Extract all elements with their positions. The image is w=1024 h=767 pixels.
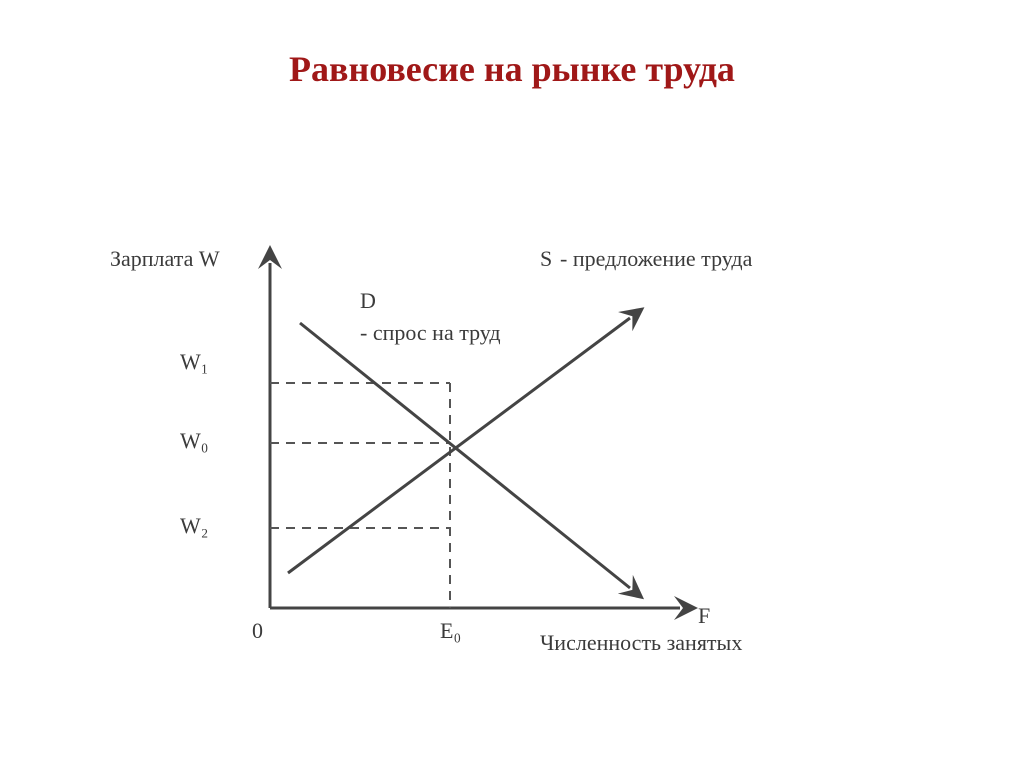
ytick-w1: W₁ [180,349,208,374]
demand-line [300,323,630,588]
chart-svg: Зарплата W D - спрос на труд S - предложение… [70,118,890,678]
origin-label: 0 [252,618,263,643]
y-axis-label: Зарплата W [110,246,220,271]
x-axis-label: Численность занятых [540,630,742,655]
d-label: D [360,288,376,313]
d-desc: - спрос на труд [360,320,501,345]
s-desc: - предложение труда [560,246,753,271]
s-label: S [540,246,552,271]
x-end-symbol: F [698,603,710,628]
labor-market-chart: Зарплата W D - спрос на труд S - предложение… [70,118,1024,683]
xtick-e0: E₀ [440,618,461,643]
ytick-w2: W₂ [180,513,208,538]
page-title: Равновесие на рынке труда [0,0,1024,90]
ytick-w0: W₀ [180,428,208,453]
